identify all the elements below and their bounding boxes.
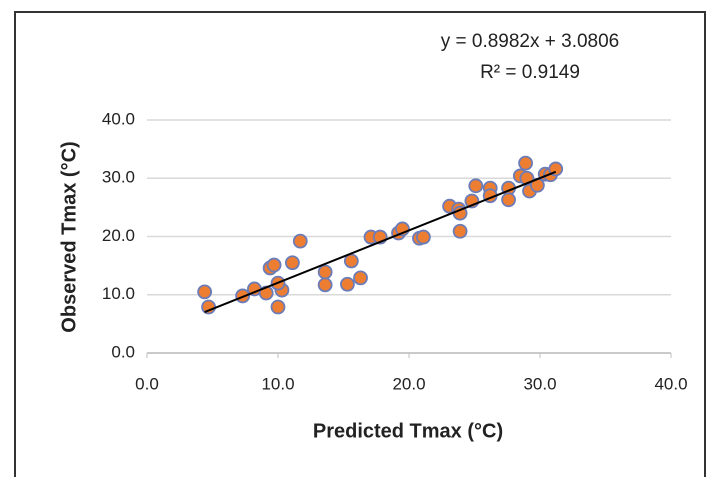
y-tick-label: 40.0 (102, 109, 135, 128)
frame (14, 11, 706, 477)
trend-equation: y = 0.8982x + 3.0806 (441, 31, 620, 52)
point (353, 270, 368, 286)
r-squared: R² = 0.9149 (480, 62, 580, 83)
point (416, 229, 431, 245)
y-tick-label: 0.0 (111, 342, 135, 361)
point (340, 276, 355, 292)
point (518, 155, 533, 171)
point (468, 178, 484, 194)
y-axis-title: Observed Tmax (°C) (58, 141, 80, 332)
x-tick-label: 10.0 (261, 374, 294, 393)
trendline (204, 170, 557, 313)
point (266, 257, 282, 273)
point (452, 223, 468, 239)
x-tick-label: 30.0 (523, 374, 556, 393)
point (501, 192, 516, 208)
x-axis-title: Predicted Tmax (°C) (313, 420, 503, 442)
point (317, 277, 333, 293)
x-tick-label: 0.0 (135, 374, 159, 393)
y-tick-label: 10.0 (102, 284, 135, 303)
y-tick-label: 30.0 (102, 168, 135, 187)
point (343, 253, 359, 269)
y-tick-label: 20.0 (102, 226, 135, 245)
point (270, 299, 286, 315)
point (197, 284, 213, 300)
x-tick-label: 20.0 (392, 374, 425, 393)
point (317, 264, 333, 280)
x-tick-label: 40.0 (654, 374, 687, 393)
point (292, 233, 308, 249)
point (285, 255, 300, 271)
